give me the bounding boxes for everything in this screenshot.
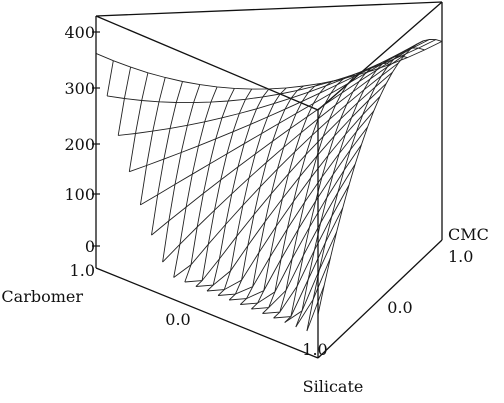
mesh-line-silicate xyxy=(251,163,356,310)
z-axis-ticks xyxy=(92,31,100,247)
mesh-line-silicate xyxy=(162,54,406,263)
mesh-line-silicate xyxy=(184,72,393,283)
z-tick-label-200: 200 xyxy=(64,135,95,154)
silicate-tick-label-1: 1.0 xyxy=(302,340,327,359)
mesh-line-silicate xyxy=(273,207,344,319)
z-tick-label-0: 0 xyxy=(85,237,95,256)
mesh-line-carbomer xyxy=(217,87,287,296)
mesh-line-carbomer xyxy=(128,72,149,172)
mesh-line-silicate xyxy=(129,40,424,173)
mesh-line-carbomer xyxy=(262,75,356,314)
mesh-line-silicate xyxy=(107,39,436,104)
mesh-line-carbomer xyxy=(117,67,132,136)
mesh-line-silicate xyxy=(240,144,362,305)
mesh-line-silicate xyxy=(140,43,418,206)
box-frame-front xyxy=(95,16,443,359)
mesh-line-carbomer xyxy=(195,88,253,287)
mesh-line-carbomer xyxy=(239,82,322,305)
mesh-line-silicate xyxy=(218,110,375,296)
mesh-line-silicate xyxy=(173,62,399,278)
z-tick-label-400: 400 xyxy=(64,23,95,42)
carbomer-tick-label-0: 0.0 xyxy=(165,310,190,329)
mesh-line-silicate xyxy=(306,285,325,332)
mesh-line-silicate xyxy=(95,40,443,90)
mesh-line-carbomer xyxy=(228,85,304,301)
mesh-line-carbomer xyxy=(139,77,166,205)
cmc-tick-label-1: 1.0 xyxy=(448,247,473,266)
cmc-tick-label-0: 0.0 xyxy=(387,298,412,317)
silicate-axis-label: Silicate xyxy=(303,377,364,396)
mesh-line-silicate xyxy=(262,184,350,314)
mesh-line-silicate xyxy=(206,96,381,292)
mesh-line-silicate xyxy=(284,231,338,323)
mesh-line-silicate xyxy=(229,126,368,301)
z-tick-label-100: 100 xyxy=(64,185,95,204)
cmc-axis-label: CMC xyxy=(448,225,489,244)
carbomer-tick-label-1: 1.0 xyxy=(70,261,95,280)
mesh-line-carbomer xyxy=(151,81,183,236)
mesh-line-silicate xyxy=(151,48,412,236)
z-tick-label-300: 300 xyxy=(64,79,95,98)
mesh-line-silicate xyxy=(295,257,331,328)
mesh-line-carbomer xyxy=(106,60,114,96)
mesh-line-silicate xyxy=(195,83,387,287)
carbomer-axis-label: Carbomer xyxy=(1,287,83,306)
surface-mesh xyxy=(95,38,443,332)
mesh-line-carbomer xyxy=(173,86,218,278)
mesh-line-carbomer xyxy=(184,88,235,283)
